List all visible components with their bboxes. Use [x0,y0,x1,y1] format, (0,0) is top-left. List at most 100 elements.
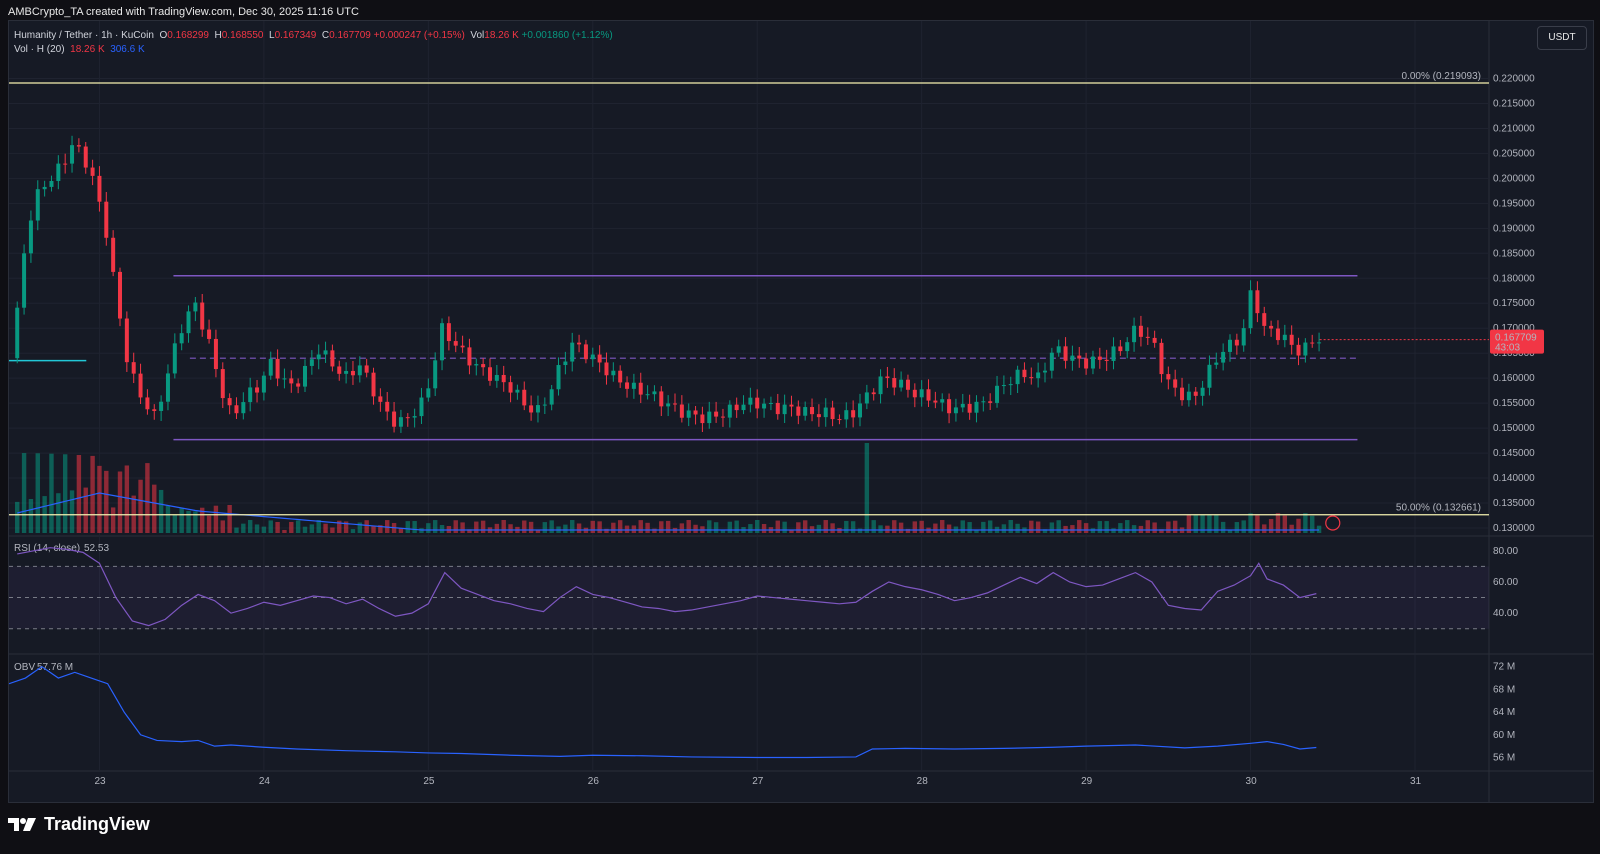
price-tick-label: 0.185000 [1493,248,1535,259]
volume-bar [1303,513,1308,533]
candle-body [309,359,314,366]
candle-body [282,378,287,380]
candle-body [905,379,910,390]
chart-canvas[interactable]: 0.220000 0.215000 0.210000 0.205000 0.200000… [9,21,1594,803]
volume-bar [227,505,232,533]
volume-bar [1083,523,1089,533]
volume-bar [617,520,623,533]
volume-bar [796,522,801,533]
currency-unit-button[interactable]: USDT [1537,26,1587,50]
volume-bar [179,508,184,533]
volume-bar [933,523,938,533]
rsi-tick-label: 60.00 [1493,577,1518,588]
volume-bar [56,493,61,533]
volume-bar [1227,529,1233,533]
volume-bar [1255,515,1260,533]
tradingview-brand: TradingView [44,813,150,834]
candle-body [289,378,294,384]
candle-body [371,372,376,397]
volume-bar [261,526,267,533]
volume-bar [946,524,952,533]
open-value: 0.168299 [167,30,209,41]
volume-bar [1056,520,1061,533]
candle-body [350,370,355,376]
candle-body [1269,325,1274,329]
candle-body [1145,336,1150,338]
volume-bar [597,521,602,533]
volume-bar [289,521,294,533]
volume-bar [83,487,88,533]
candle-body [953,407,958,414]
open-key: O [159,30,168,41]
volume-bar [864,443,870,533]
candle-body [104,201,109,238]
candle-body [378,396,383,402]
tradingview-logo[interactable]: TradingView [8,814,150,835]
volume-bar [1234,522,1240,533]
candle-body [611,370,616,376]
volume-bar [645,522,650,533]
candle-body [933,400,938,403]
volume-bar [987,520,993,533]
candle-body [1159,342,1164,375]
candle-body [529,405,534,413]
candle-body [296,383,301,387]
candle-body [960,403,965,408]
volume-bar [727,521,733,533]
candle-body [618,370,623,383]
volume-bar [1207,515,1212,533]
candle-body [207,329,212,339]
candle-body [844,410,849,420]
volume-bar [1125,520,1130,533]
symbol-label[interactable]: Humanity / Tether · 1h · KuCoin [14,30,154,41]
candle-body [652,391,657,395]
candle-body [1090,356,1095,369]
volume-bar [535,529,541,533]
volume-bar [206,515,212,533]
candle-body [789,404,794,407]
volume-bar [871,520,876,533]
candle-body [1207,364,1212,388]
candle-body [974,401,979,413]
candle-body [542,404,547,406]
volume-bar [1172,520,1178,533]
candle-body [1097,356,1102,360]
candle-body [741,404,746,411]
high-value: 0.168550 [221,30,264,41]
volume-bar [193,511,198,533]
candle-body [995,385,1000,403]
chart-panel[interactable]: 0.220000 0.215000 0.210000 0.205000 0.200000… [8,20,1594,803]
volume-bar [508,524,513,533]
candle-body [1118,346,1123,352]
candle-body [364,365,369,373]
candle-body [330,350,335,367]
volume-bar [76,455,82,533]
candle-body [186,311,191,334]
candle-body [755,397,760,409]
candle-body [248,387,253,403]
candle-body [1043,370,1047,373]
volume-bar [371,525,376,533]
price-tick-label: 0.130000 [1493,523,1535,534]
fib-level-label: 0.00% (0.219093) [1401,71,1481,82]
volume-bar [549,520,554,533]
candle-body [474,364,479,366]
volume-indicator-label[interactable]: Vol · H (20) [14,44,65,55]
obv-value: 57.76 M [37,662,73,673]
time-tick-label: 29 [1081,776,1093,787]
volume-bar [1131,525,1137,533]
volume-bar [254,524,260,533]
volume-bar [316,520,321,533]
volume-bar [1200,515,1205,533]
alert-icon [1325,515,1341,531]
volume-bar [480,520,486,533]
candle-body [693,410,698,415]
volume-bar [172,514,178,533]
volume-bar [453,520,458,533]
rsi-line [17,547,1317,627]
volume-bar [282,529,287,533]
candle-body [63,163,68,165]
candle-body [1193,391,1198,396]
volume-bar [748,524,753,533]
candle-body [90,167,95,176]
